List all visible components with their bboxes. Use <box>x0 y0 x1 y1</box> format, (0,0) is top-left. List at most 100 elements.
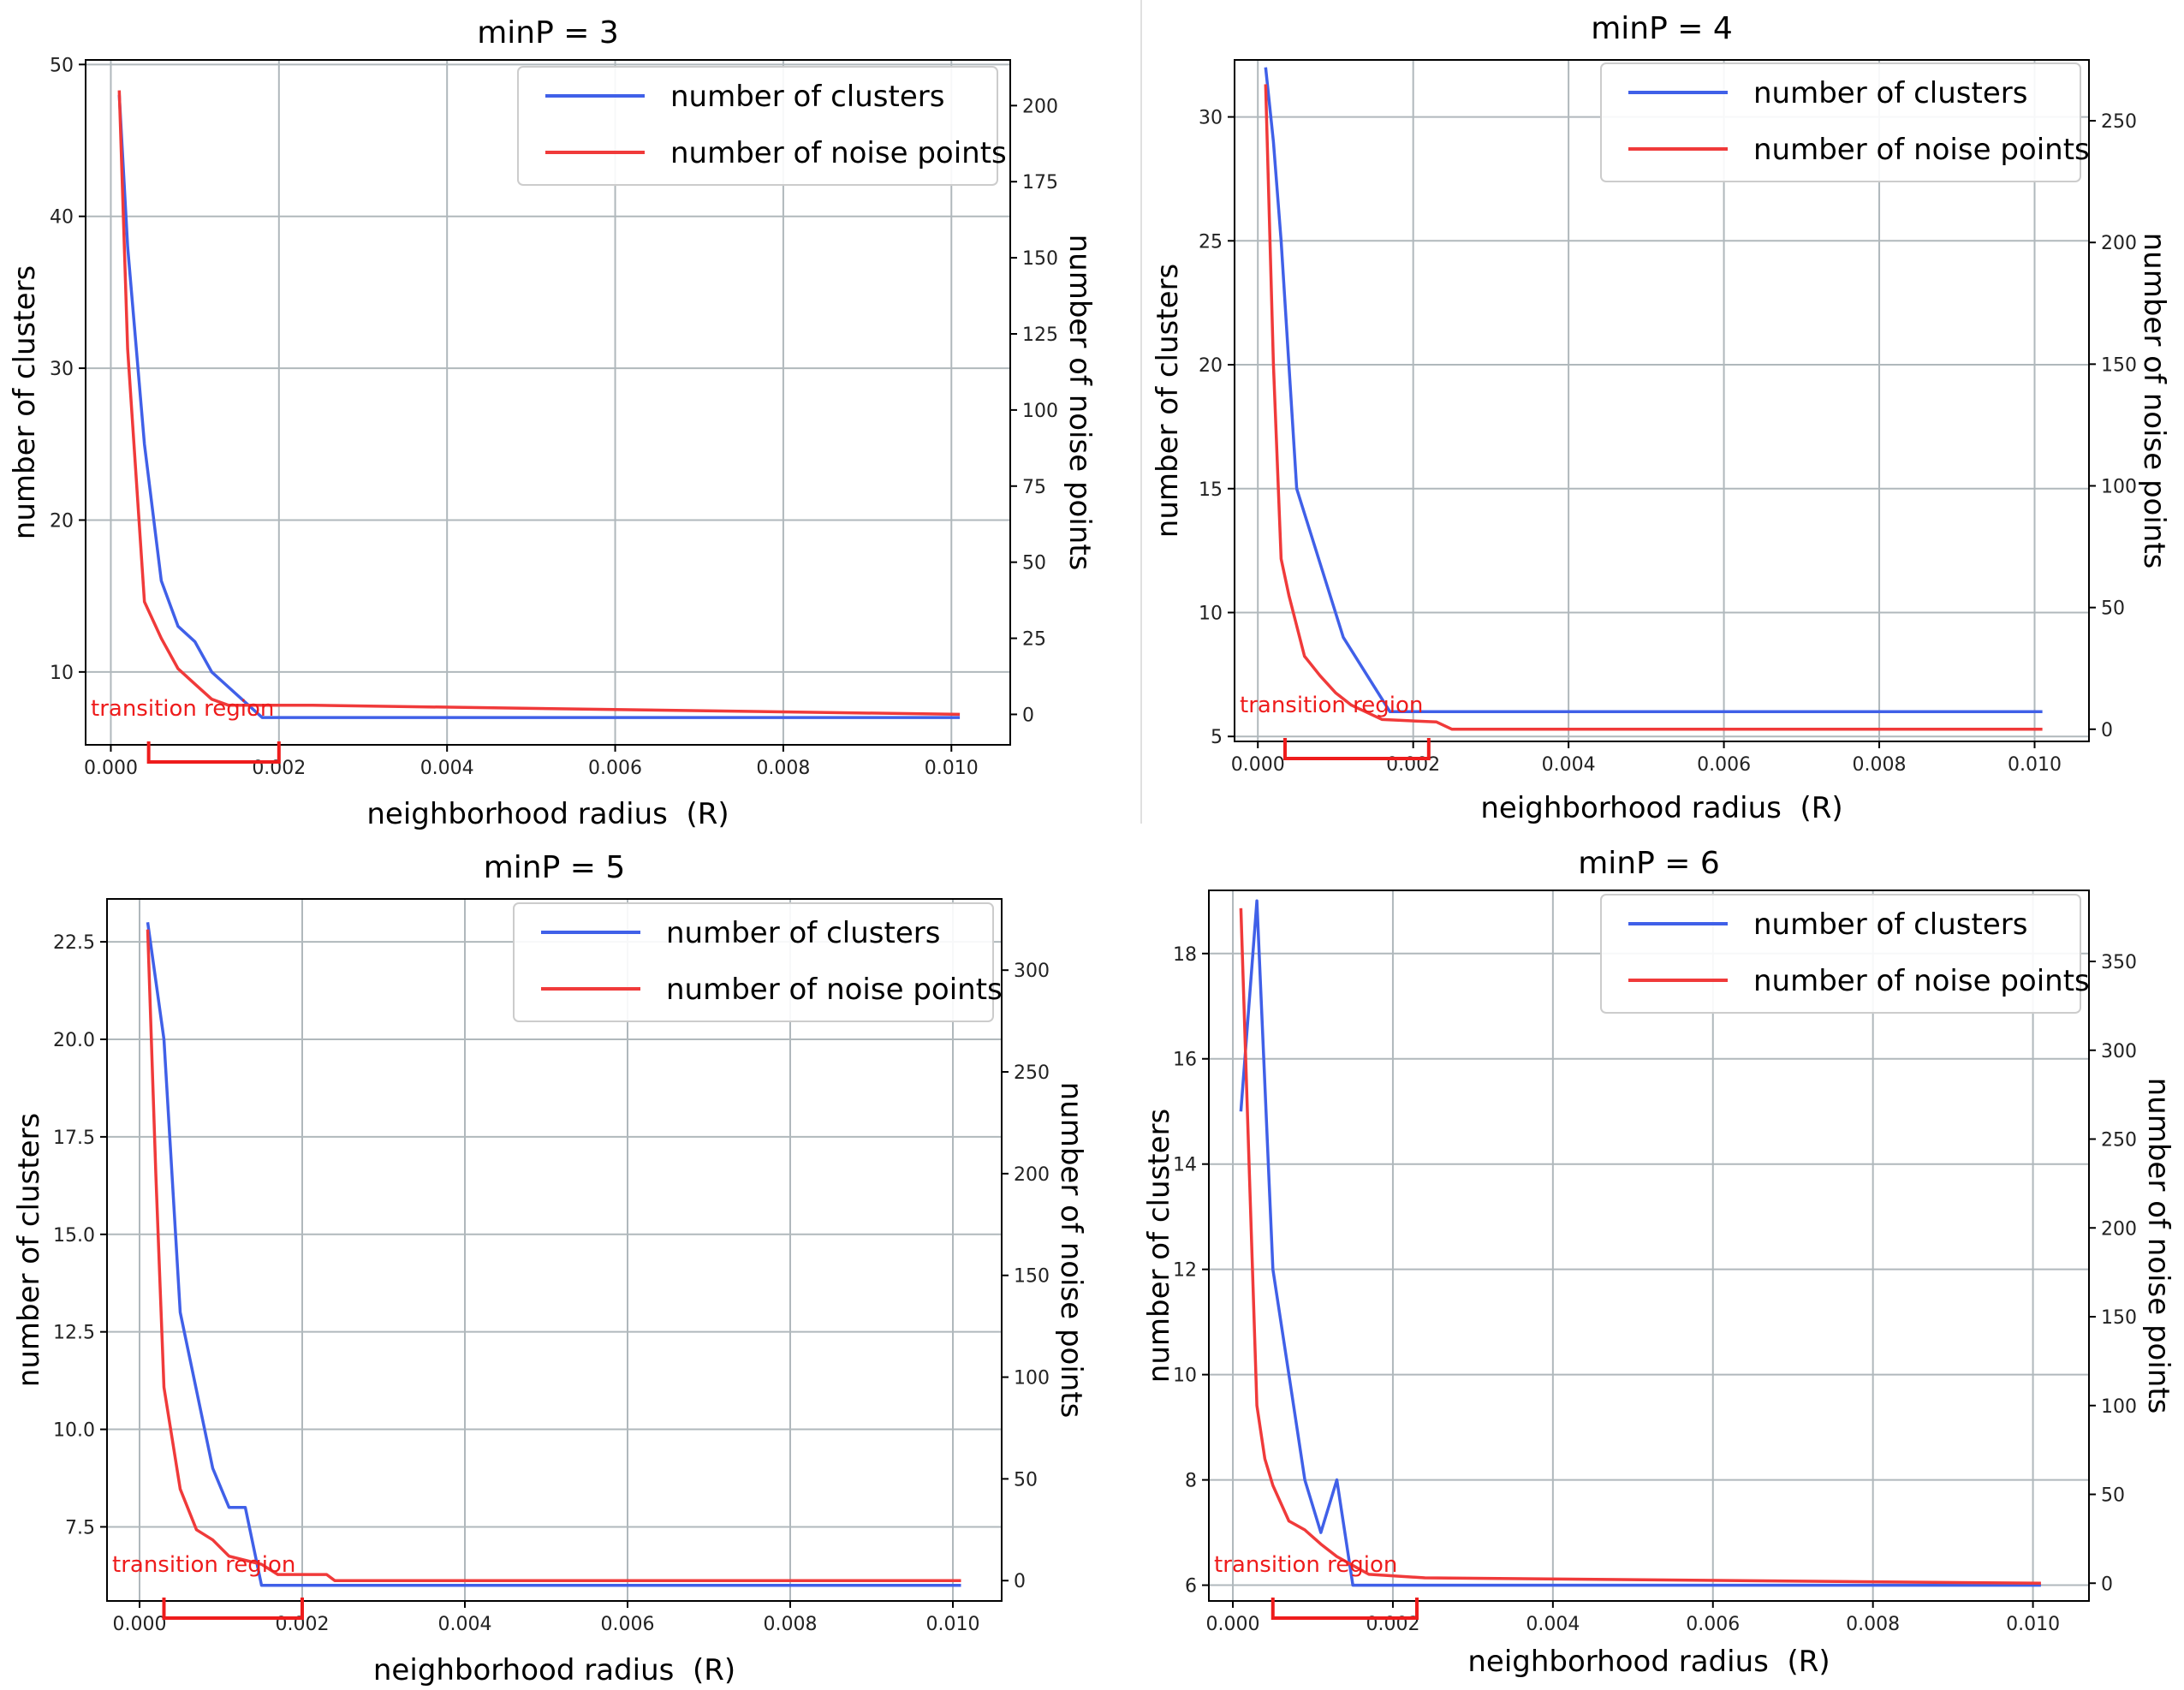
panel-3-xtick-label-0: 0.000 <box>113 1614 167 1635</box>
panel-1-legend-label-clusters: number of clusters <box>670 80 944 114</box>
panel-2-ytick-label-4: 25 <box>1199 231 1223 253</box>
panel-4-y2tick-label-6: 300 <box>2101 1041 2137 1062</box>
panel-3-title: minP = 5 <box>484 850 626 885</box>
panel-2-xtick-label-3: 0.006 <box>1697 754 1751 776</box>
panel-1-series-noise-points-line <box>117 90 961 717</box>
panel-4-ytick-label-1: 8 <box>1185 1471 1197 1492</box>
panel-3-series-clusters-line <box>146 922 961 1587</box>
panel-2-ytick-label-5: 30 <box>1199 108 1223 129</box>
panel-2-series-clusters-line <box>1264 67 2043 714</box>
panel-2-xlabel: neighborhood radius (R) <box>1480 791 1842 825</box>
panel-4-ytick-label-2: 10 <box>1173 1366 1197 1387</box>
panel-3-legend-label-noise-points: number of noise points <box>666 973 1003 1007</box>
panel-4-ytick-label-3: 12 <box>1173 1260 1197 1282</box>
panel-4-transition-bracket <box>1271 1598 1419 1620</box>
panel-2-xtick-label-5: 0.010 <box>2008 754 2062 776</box>
panel-2-ytick-label-1: 10 <box>1199 603 1223 624</box>
panel-3-y2tick-label-5: 250 <box>1014 1062 1050 1084</box>
panel-2-legend-label-clusters: number of clusters <box>1753 76 2027 110</box>
panel-3-xtick-label-4: 0.008 <box>764 1614 818 1635</box>
panel-2-transition-bracket <box>1282 738 1431 760</box>
panel-2-legend-label-noise-points: number of noise points <box>1753 133 2090 167</box>
panel-3-xtick-label-2: 0.004 <box>438 1614 492 1635</box>
panel-1-y2tick-label-1: 25 <box>1022 629 1046 651</box>
panel-1-y2tick-label-6: 150 <box>1022 248 1058 270</box>
panel-1-xtick-label-3: 0.006 <box>588 758 642 779</box>
panel-4-plot-frame <box>1208 890 2090 1602</box>
panel-4-ytick-label-5: 16 <box>1173 1050 1197 1071</box>
panel-2-y2tick-label-0: 0 <box>2101 720 2113 741</box>
panel-3-series-noise-points-line <box>146 929 961 1582</box>
panel-1-ytick-label-1: 20 <box>50 510 74 532</box>
panel-4-xtick-label-2: 0.004 <box>1526 1614 1580 1635</box>
panel-2-y2label: number of noise points <box>2137 233 2171 569</box>
panel-4-title: minP = 6 <box>1578 846 1720 881</box>
panel-2-series-noise-points-line <box>1264 84 2043 731</box>
panel-4-y2label: number of noise points <box>2141 1078 2175 1414</box>
panel-1-ytick-label-3: 40 <box>50 207 74 229</box>
panel-1-xtick-label-0: 0.000 <box>84 758 138 779</box>
panel-1-xlabel: neighborhood radius (R) <box>366 797 729 831</box>
panel-1-legend-label-noise-points: number of noise points <box>670 136 1007 170</box>
panel-2-y2tick-label-2: 100 <box>2101 477 2137 498</box>
panel-2-y2tick-label-3: 150 <box>2101 354 2137 376</box>
panel-3-plot-frame <box>106 898 1003 1602</box>
panel-1-ylabel: number of clusters <box>8 265 42 539</box>
panel-4-y2tick-label-7: 350 <box>2101 952 2137 973</box>
panel-3-xlabel: neighborhood radius (R) <box>373 1653 735 1687</box>
panel-2-ytick-label-0: 5 <box>1211 727 1223 748</box>
panel-2-y2tick-label-4: 200 <box>2101 233 2137 254</box>
panel-4-y2tick-label-5: 250 <box>2101 1130 2137 1151</box>
panel-1-ytick-label-4: 50 <box>50 55 74 76</box>
panel-4-xtick-label-5: 0.010 <box>2006 1614 2060 1635</box>
panel-3-xtick-label-5: 0.010 <box>926 1614 980 1635</box>
panel-2-plot-frame <box>1234 59 2090 742</box>
panel-3-transition-bracket <box>162 1598 304 1620</box>
panel-1-xtick-label-4: 0.008 <box>756 758 810 779</box>
panel-2-xtick-label-4: 0.008 <box>1853 754 1907 776</box>
panel-1-transition-bracket <box>146 741 281 764</box>
panel-1-y2tick-label-8: 200 <box>1022 96 1058 117</box>
panel-2-xtick-label-2: 0.004 <box>1542 754 1596 776</box>
panel-1-transition-label: transition region <box>91 696 274 722</box>
panel-3-ytick-label-6: 22.5 <box>53 932 95 954</box>
panel-3-ytick-label-4: 17.5 <box>53 1128 95 1149</box>
panel-2-ytick-label-3: 20 <box>1199 355 1223 377</box>
panel-4-legend-label-clusters: number of clusters <box>1753 907 2027 942</box>
panel-2-y2tick-label-1: 50 <box>2101 598 2125 620</box>
panel-3-y2tick-label-1: 50 <box>1014 1469 1038 1491</box>
panel-1-title: minP = 3 <box>477 15 619 51</box>
panel-2-title: minP = 4 <box>1591 11 1733 46</box>
panel-1-xtick-label-5: 0.010 <box>925 758 979 779</box>
panel-4-transition-label: transition region <box>1214 1552 1397 1578</box>
panel-3-y2tick-label-2: 100 <box>1014 1368 1050 1389</box>
panel-1-xtick-label-2: 0.004 <box>420 758 474 779</box>
panel-3-y2tick-label-0: 0 <box>1014 1571 1026 1592</box>
panel-4-y2tick-label-2: 100 <box>2101 1396 2137 1418</box>
panel-4-ylabel: number of clusters <box>1142 1109 1176 1383</box>
panel-3-ytick-label-0: 7.5 <box>65 1517 95 1538</box>
panel-4-legend-label-noise-points: number of noise points <box>1753 964 2090 998</box>
panel-1-ytick-label-0: 10 <box>50 663 74 684</box>
panel-4-y2tick-label-3: 150 <box>2101 1307 2137 1329</box>
panel-2-transition-label: transition region <box>1240 693 1423 718</box>
panel-1-ytick-label-2: 30 <box>50 359 74 380</box>
panel-3-y2tick-label-3: 150 <box>1014 1266 1050 1288</box>
panel-4-series-noise-points-line <box>1239 907 2041 1586</box>
panel-3-ylabel: number of clusters <box>12 1113 46 1387</box>
panel-4-ytick-label-4: 14 <box>1173 1155 1197 1176</box>
panel-2-xtick-label-0: 0.000 <box>1231 754 1285 776</box>
panel-4-xtick-label-0: 0.000 <box>1206 1614 1260 1635</box>
panel-1-y2tick-label-3: 75 <box>1022 477 1046 498</box>
panel-4-ytick-label-0: 6 <box>1185 1576 1197 1598</box>
panel-1-y2label: number of noise points <box>1062 235 1097 571</box>
panel-4-xtick-label-3: 0.006 <box>1686 1614 1740 1635</box>
panel-1-y2tick-label-5: 125 <box>1022 324 1058 346</box>
panel-3-ytick-label-5: 20.0 <box>53 1030 95 1051</box>
panel-1-y2tick-label-7: 175 <box>1022 172 1058 193</box>
panel-1-y2tick-label-2: 50 <box>1022 553 1046 574</box>
panel-3-legend-label-clusters: number of clusters <box>666 916 940 950</box>
panel-2-ytick-label-2: 15 <box>1199 479 1223 501</box>
panel-2-y2tick-label-5: 250 <box>2101 111 2137 133</box>
